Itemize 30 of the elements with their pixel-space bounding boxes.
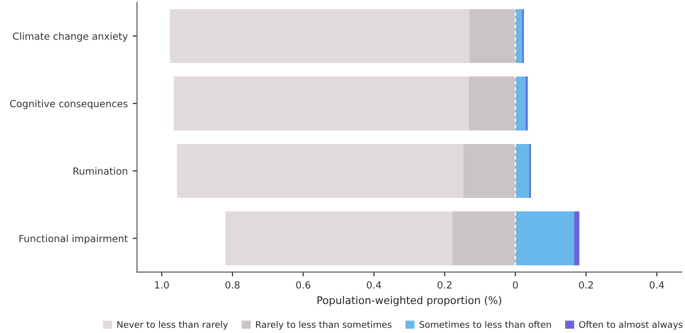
bar [515,9,522,64]
legend-label: Often to almost always [579,320,682,330]
bar [452,211,516,266]
bar [174,76,469,130]
legend-label: Never to less than rarely [117,320,228,330]
bar [170,9,470,64]
bar [515,144,530,198]
bar [463,144,516,198]
bar [468,76,516,130]
y-tick-label: Functional impairment [20,234,128,244]
y-tick-label: Rumination [74,167,128,175]
x-tick-label: 0.6 [296,281,310,289]
bar [515,211,574,266]
legend-label: Sometimes to less than often [420,320,551,328]
bar [469,9,516,64]
y-tick-label: Climate change anxiety [13,32,128,42]
x-tick-label: 1.0 [155,281,169,289]
x-axis-title: Population-weighted proportion (%) [318,296,502,306]
bar [574,211,580,266]
bar [515,76,526,130]
x-tick-label: 0.4 [650,281,664,289]
y-tick-label: Cognitive consequences [10,100,128,110]
x-tick-label: 0.2 [579,281,593,289]
legend-label: Rarely to less than sometimes [256,320,392,330]
x-tick-label: 0.4 [366,281,382,289]
bar [176,144,464,198]
bar [225,211,452,266]
x-tick-label: 0.8 [225,281,240,289]
x-tick-label: 0 [512,281,518,289]
x-tick-label: 0.2 [438,281,452,289]
